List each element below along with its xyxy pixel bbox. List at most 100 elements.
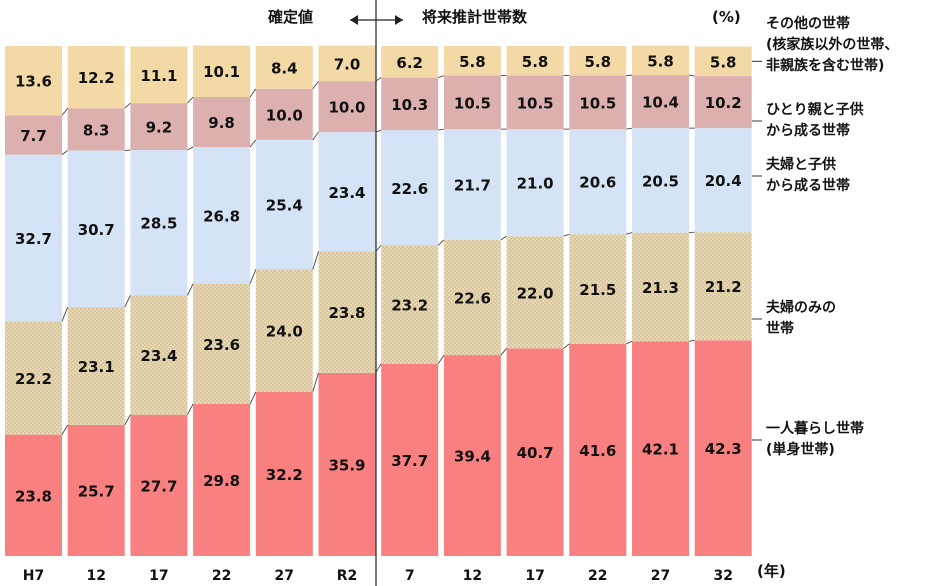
bar-single_parent-11: [694, 76, 752, 129]
bar-other-2: [130, 46, 188, 104]
arrow-left-icon: [350, 15, 358, 25]
data-label-couple_only-11: 21.2: [705, 278, 742, 296]
bar-couple_only-5: [318, 251, 376, 373]
data-label-couple_children-0: 32.7: [15, 230, 52, 248]
bar-single_parent-0: [5, 115, 62, 155]
bar-single_parent-7: [443, 75, 501, 130]
bar-couple_children-3: [193, 146, 251, 284]
x-tick-label-1: 12: [86, 568, 105, 584]
data-label-other-3: 10.1: [203, 63, 240, 81]
bar-other-8: [506, 46, 564, 76]
data-label-couple_only-6: 23.2: [391, 297, 428, 315]
data-label-other-11: 5.8: [710, 53, 737, 71]
arrow-right-icon: [395, 15, 403, 25]
connector-line-3-9: [626, 74, 633, 76]
bar-couple_children-8: [506, 129, 564, 237]
data-label-other-2: 11.1: [140, 67, 177, 85]
data-label-couple_only-5: 23.8: [328, 304, 365, 322]
bar-couple_children-4: [255, 139, 313, 270]
bar-single-7: [443, 355, 501, 556]
bar-single_parent-4: [255, 88, 313, 140]
bar-single_parent-5: [318, 81, 376, 133]
data-label-other-8: 5.8: [522, 53, 549, 71]
x-unit-label: (年): [757, 562, 786, 580]
connector-line-0-7: [500, 348, 507, 356]
data-label-single-6: 37.7: [391, 452, 428, 470]
bar-single-4: [255, 391, 313, 556]
x-tick-label-2: 17: [149, 568, 168, 584]
bar-couple_only-4: [255, 269, 313, 392]
bar-couple_only-1: [67, 307, 125, 425]
connector-line-1-2: [187, 283, 194, 296]
connector-line-2-4: [312, 131, 319, 141]
connector-line-2-1: [124, 149, 131, 151]
data-label-couple_only-10: 21.3: [642, 279, 679, 297]
legend-single: 一人暮らし世帯 (単身世帯): [766, 421, 864, 458]
data-label-couple_children-11: 20.4: [705, 172, 742, 190]
x-tick-label-8: 17: [525, 568, 544, 584]
connector-line-1-6: [437, 239, 445, 246]
x-tick-label-6: 7: [405, 568, 415, 584]
data-label-couple_only-0: 22.2: [15, 370, 52, 388]
bar-couple_only-3: [193, 283, 251, 405]
data-label-couple_only-9: 21.5: [579, 281, 616, 299]
bar-other-5: [318, 45, 376, 82]
data-label-single-4: 32.2: [266, 466, 303, 484]
data-label-single_parent-4: 10.0: [266, 106, 303, 124]
bar-couple_children-11: [694, 128, 752, 233]
data-label-single_parent-10: 10.4: [642, 94, 679, 112]
bar-single-5: [318, 372, 376, 556]
connector-line-1-3: [249, 269, 257, 284]
connector-line-3-4: [312, 80, 319, 90]
data-label-single_parent-6: 10.3: [391, 96, 428, 114]
bar-single_parent-2: [130, 103, 188, 151]
data-label-single_parent-11: 10.2: [705, 94, 742, 112]
bar-couple_children-2: [130, 150, 188, 296]
bar-other-1: [67, 46, 125, 109]
connector-line-3-2: [187, 96, 194, 104]
confirmed-values-label: 確定値: [268, 8, 314, 26]
connector-line-0-8: [563, 343, 570, 349]
bar-other-10: [632, 45, 689, 76]
connector-line-0-6: [437, 354, 445, 364]
legend-couple-only: 夫婦のみの 世帯: [766, 300, 836, 337]
connector-line-2-0: [61, 150, 68, 155]
connector-line-1-4: [312, 251, 319, 270]
data-label-single_parent-3: 9.8: [208, 114, 235, 132]
data-label-single-3: 29.8: [203, 472, 240, 490]
data-label-single_parent-5: 10.0: [328, 99, 365, 117]
data-label-other-10: 5.8: [647, 52, 674, 70]
bar-single-2: [130, 414, 188, 556]
data-label-other-7: 5.8: [459, 53, 486, 71]
data-label-single-2: 27.7: [140, 477, 177, 495]
bar-couple_only-2: [130, 295, 188, 415]
data-label-single-5: 35.9: [328, 456, 365, 474]
bar-other-0: [5, 46, 62, 116]
bar-couple_only-8: [506, 236, 564, 349]
data-label-single-0: 23.8: [15, 487, 52, 505]
connector-line-1-1: [124, 295, 131, 308]
data-label-couple_children-9: 20.6: [579, 174, 616, 192]
connector-line-1-7: [500, 235, 507, 241]
data-label-single_parent-1: 8.3: [83, 121, 110, 139]
data-label-single_parent-2: 9.2: [146, 119, 173, 137]
data-label-single_parent-7: 10.5: [454, 94, 491, 112]
connector-line-1-10: [688, 231, 695, 234]
data-label-other-4: 8.4: [271, 59, 298, 77]
x-tick-label-4: 27: [275, 568, 294, 584]
connector-line-0-10: [688, 339, 695, 342]
connector-line-0-1: [124, 414, 131, 426]
x-tick-label-0: H7: [23, 568, 44, 584]
projection-label: 将来推計世帯数: [422, 8, 528, 26]
connector-line-3-10: [688, 74, 695, 77]
bar-couple_only-7: [443, 239, 501, 356]
legend-single-parent: ひとり親と子供 から成る世帯: [766, 102, 864, 139]
bar-couple_only-6: [381, 245, 439, 364]
bar-couple_children-1: [67, 150, 125, 308]
connector-line-1-0: [61, 306, 69, 322]
data-label-single_parent-8: 10.5: [517, 94, 554, 112]
data-label-single-9: 41.6: [579, 442, 616, 460]
connector-line-1-9: [626, 232, 633, 235]
data-label-single_parent-9: 10.5: [579, 94, 616, 112]
bar-single-11: [694, 340, 752, 556]
